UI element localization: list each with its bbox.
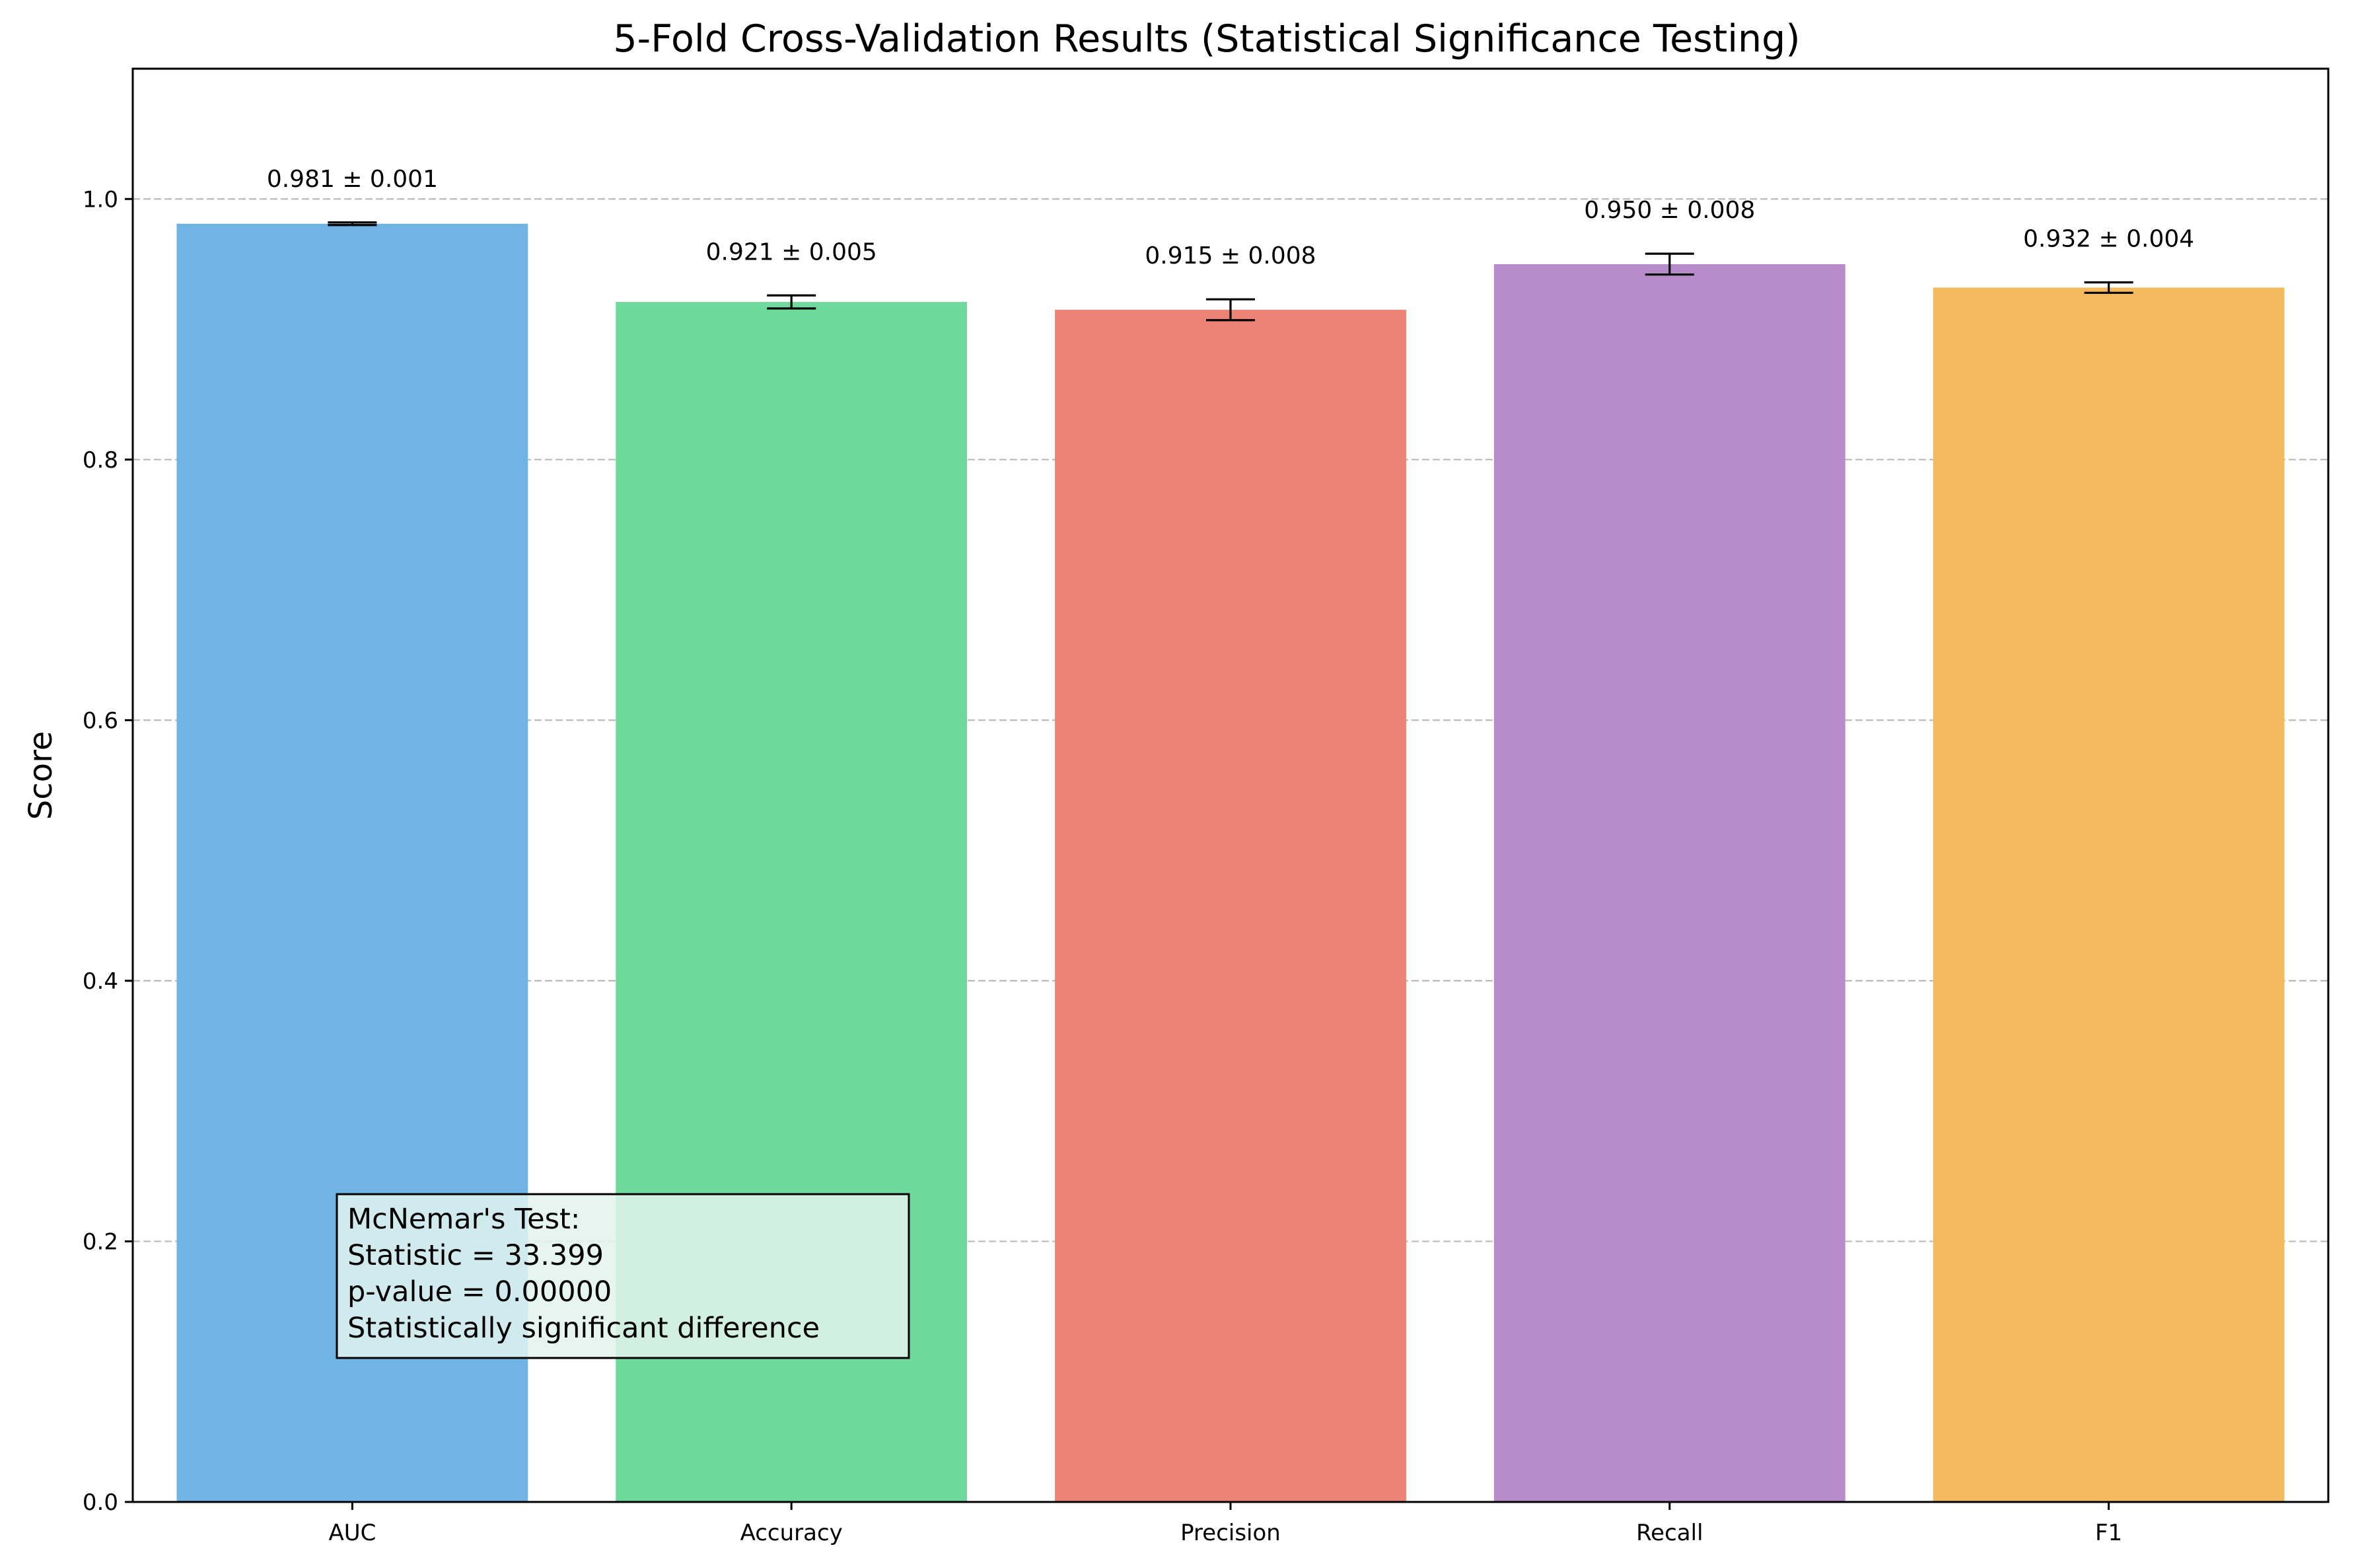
bar-recall (1493, 264, 1845, 1503)
y-tick-label: 0.0 (83, 1489, 118, 1516)
annotation-line: p-value = 0.00000 (347, 1275, 612, 1308)
x-tick-label: Accuracy (740, 1520, 843, 1546)
x-tick-label: Precision (1180, 1520, 1281, 1546)
error-bar-auc (328, 221, 377, 227)
annotation-line: Statistic = 33.399 (347, 1239, 604, 1272)
bar-value-label: 0.981 ± 0.001 (267, 166, 438, 193)
bar-value-label: 0.921 ± 0.005 (706, 238, 877, 266)
error-bar-f1 (2084, 281, 2133, 294)
y-tick-label: 0.6 (83, 707, 118, 734)
y-tick-label: 0.2 (83, 1229, 118, 1255)
error-bar-precision (1206, 298, 1255, 322)
bar-f1 (1933, 287, 2285, 1502)
error-bar-accuracy (767, 294, 816, 310)
x-tick-label: F1 (2095, 1520, 2122, 1546)
error-bars (328, 221, 2133, 322)
bar-value-labels: 0.981 ± 0.001 0.921 ± 0.005 0.915 ± 0.008 0… (267, 166, 2194, 269)
bar-value-label: 0.932 ± 0.004 (2023, 226, 2194, 253)
annotation-line: McNemar's Test: (347, 1203, 580, 1236)
y-axis-label: Score (22, 731, 59, 820)
annotation-box (336, 1193, 910, 1359)
bar-value-label: 0.915 ± 0.008 (1145, 242, 1316, 269)
error-bar-recall (1645, 252, 1694, 276)
x-axis-ticks: AUC Accuracy Precision Recall F1 (328, 1502, 2122, 1546)
bar-precision (1055, 309, 1406, 1502)
chart-title: 5-Fold Cross-Validation Results (Statist… (613, 17, 1800, 61)
mcnemar-annotation: McNemar's Test:Statistic = 33.399p-value… (336, 1193, 910, 1359)
y-tick-label: 1.0 (83, 186, 118, 213)
x-tick-label: AUC (328, 1520, 376, 1546)
y-tick-label: 0.8 (83, 447, 118, 474)
bar-value-label: 0.950 ± 0.008 (1584, 197, 1755, 224)
y-axis-ticks: 0.0 0.2 0.4 0.6 0.8 1.0 (83, 186, 133, 1516)
y-tick-label: 0.4 (83, 968, 118, 995)
annotation-line: Statistically significant difference (347, 1312, 820, 1345)
x-tick-label: Recall (1636, 1520, 1703, 1546)
